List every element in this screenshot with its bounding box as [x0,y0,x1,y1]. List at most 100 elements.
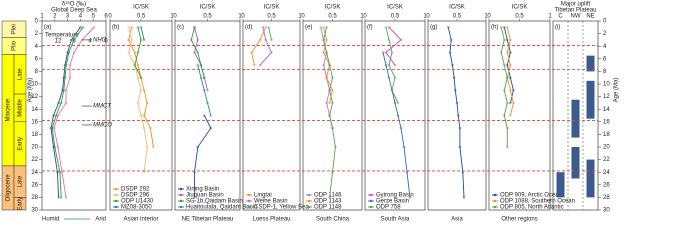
x-tick-label: 1 [298,14,302,20]
panel-frame [41,20,107,211]
y-tick-label: 4 [603,44,607,50]
x-axis-label: Asia [451,217,463,223]
epoch-label: Oligocene [6,174,12,202]
series-line [268,27,272,41]
x-axis-label: NE Tibetan Plateau [182,217,234,223]
epoch-label: Plei [12,24,18,34]
series-line [51,27,84,198]
x-tick-label: 0 [363,14,367,20]
y-tick-label: 18 [31,132,38,138]
y-tick-label: 20 [31,145,38,151]
y-tick-label: 0 [603,19,607,25]
stage-label: Late [18,175,24,187]
x-tick-label: 2 [53,14,57,20]
y-tick-label: 16 [31,119,38,125]
legend-label: ODP 758 [376,205,401,211]
axis-subtitle: Global Deep Sea [51,8,97,14]
series-line [382,52,411,198]
legend-swatch [247,199,251,203]
legend-label: Weihe Basin [254,199,288,205]
uplift-bar [586,159,595,198]
legend-swatch [114,187,118,191]
epoch-label: Plio [12,40,18,51]
bottom-label: Humid [42,217,59,223]
series-line [134,27,142,78]
x2-tick-label: 4 [88,39,92,45]
x-axis-label: South Asia [381,217,410,223]
x-axis-label: Loess Plateau [252,217,290,223]
legend-label: Gyirong Basin [376,193,414,199]
x-tick-label: 0.5 [515,14,524,20]
y-tick-label: 8 [35,69,39,75]
y-tick-label: 30 [603,208,610,214]
axis-title: Major uplift [561,2,591,8]
y-tick-label: 6 [35,56,39,62]
legend-label: Xining Basin [186,187,219,193]
legend-swatch [247,193,251,197]
series-line [500,27,508,147]
legend-label: ODP 1088, Southern Ocean [500,199,575,205]
x-tick-label: 1 [423,14,427,20]
legend-label: ODP U1430 [121,199,154,205]
legend-label: SG-1b,Qaidam Basin [186,199,243,205]
legend-swatch [114,193,118,197]
x2-tick-label: 0 [104,39,108,45]
x-tick-label: 0 [487,14,491,20]
data-point [328,196,331,199]
series-line [447,27,465,198]
series-line [259,27,273,66]
x-tick-label: 0.5 [328,14,337,20]
uplift-bar [556,172,565,198]
y-tick-label: 18 [603,132,610,138]
y-tick-label: 4 [35,44,39,50]
series-line [194,27,208,91]
legend-label: Lingtai [254,193,272,199]
legend-label: ODP 909, Arctic Ocean [500,193,562,199]
x-tick-label: 3 [66,14,70,20]
category-label: NW [571,14,581,20]
y-axis-label: Age (Ma) [614,78,620,103]
data-point [57,196,60,199]
x-tick-label: 0 [301,14,305,20]
x-tick-label: 5 [92,14,96,20]
y-tick-label: 22 [31,157,38,163]
x-tick-label: 0 [426,14,430,20]
legend-label: Gerze Basin [376,199,409,205]
legend-swatch [307,205,311,209]
series-line [251,27,267,66]
legend-swatch [179,187,183,191]
legend-swatch [247,205,251,209]
series-line [385,26,402,66]
x-tick-label: 0.5 [453,14,462,20]
axis-title: IC/SK [512,5,528,11]
uplift-bar [586,80,595,119]
x-axis-label: Asian interior [123,217,158,223]
y-tick-label: 10 [603,82,610,88]
legend-swatch [493,199,497,203]
legend-swatch [114,205,118,209]
panel-label: (h) [491,25,498,31]
series-line [503,27,514,104]
x-tick-label: 4 [79,14,83,20]
x-tick-label: 0.5 [137,14,146,20]
stage-label: Early [18,137,24,151]
x2-tick-label: 12 [55,39,62,45]
legend-label: ODP 1148 [314,205,342,211]
y-tick-label: 20 [603,145,610,151]
series-line [506,27,514,116]
series-line [323,27,336,198]
y-tick-label: 28 [603,195,610,201]
x-axis-label: Other regions [501,217,537,223]
y-tick-label: 10 [31,82,38,88]
series-line [53,26,95,198]
y-tick-label: 14 [603,107,610,113]
y-tick-label: 14 [31,107,38,113]
y-tick-label: 2 [35,31,39,37]
annotation: NHG [93,37,107,43]
y-tick-label: 24 [603,170,610,176]
y-tick-label: 6 [603,56,607,62]
legend-swatch [179,193,183,197]
series-line [140,27,145,41]
panel-label: (c) [177,25,184,31]
x-axis-label: South China [316,217,350,223]
